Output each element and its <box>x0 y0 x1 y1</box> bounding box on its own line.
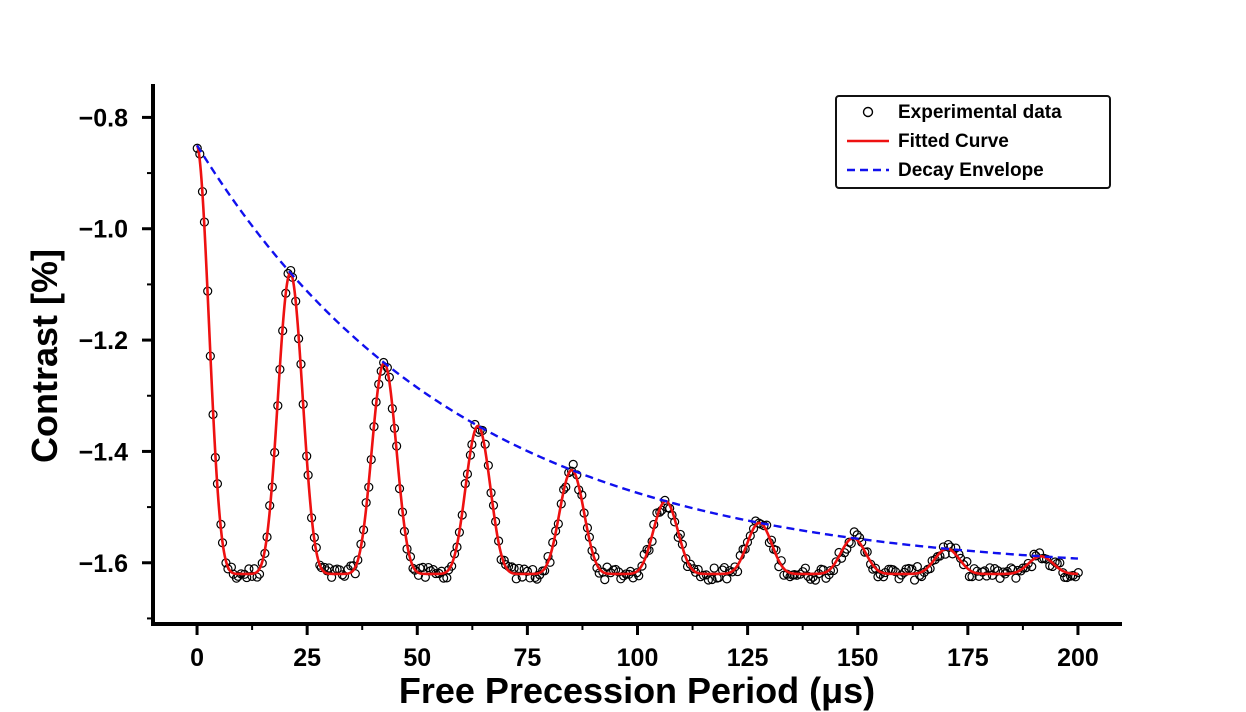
data-point <box>707 574 717 585</box>
legend-marker-experimental <box>862 106 874 118</box>
data-point <box>233 571 243 581</box>
data-point <box>634 571 644 581</box>
data-point <box>982 571 992 581</box>
lines-layer <box>195 144 1079 576</box>
data-point <box>709 563 719 573</box>
data-point <box>618 571 629 581</box>
data-point <box>987 570 997 580</box>
legend: Experimental data Fitted Curve Decay Envel… <box>835 95 1111 189</box>
data-point <box>912 562 922 572</box>
legend-label: Fitted Curve <box>898 131 1009 152</box>
data-point <box>998 567 1008 577</box>
data-point <box>849 527 859 537</box>
x-tick-label: 200 <box>1057 644 1099 672</box>
data-point <box>1011 573 1021 583</box>
legend-box <box>835 95 1111 189</box>
legend-label: Experimental data <box>898 102 1062 123</box>
data-point <box>192 143 202 153</box>
data-point <box>507 562 517 572</box>
x-axis-title: Free Precession Period (μs) <box>399 670 875 711</box>
y-tick-label: −1.0 <box>79 216 128 244</box>
data-point <box>600 574 610 585</box>
data-point <box>1018 563 1028 573</box>
data-point <box>873 572 883 582</box>
y-tick-label: −1.2 <box>79 327 128 355</box>
data-point <box>1027 562 1037 572</box>
data-point <box>964 571 974 582</box>
data-point <box>418 562 428 572</box>
x-tick-label: 25 <box>293 644 321 672</box>
data-point <box>909 575 920 585</box>
y-tick-label: −1.6 <box>79 550 128 578</box>
data-point <box>719 562 729 573</box>
x-tick-label: 50 <box>403 644 431 672</box>
y-tick-label: −0.8 <box>79 104 128 132</box>
data-point <box>722 574 732 584</box>
x-tick-label: 75 <box>513 644 541 672</box>
data-points-layer <box>192 143 1083 585</box>
data-point <box>803 571 813 581</box>
fitted-curve-line <box>195 144 1078 576</box>
data-point <box>870 563 881 573</box>
y-axis-title: Contrast [%] <box>24 249 65 463</box>
data-point <box>800 563 810 573</box>
data-point <box>904 563 914 574</box>
legend-label: Decay Envelope <box>898 160 1044 181</box>
data-point <box>339 571 350 581</box>
data-point <box>958 560 969 570</box>
x-tick-label: 125 <box>727 644 769 672</box>
x-tick-label: 100 <box>617 644 659 672</box>
data-point <box>730 562 740 572</box>
x-tick-label: 175 <box>947 644 989 672</box>
data-point <box>703 575 714 585</box>
x-tick-label: 0 <box>190 644 204 672</box>
decay-envelope-line <box>196 144 1079 560</box>
data-point <box>514 563 524 574</box>
data-point <box>637 561 647 571</box>
axes-layer: 0 25 50 75 100 125 150 175 200 −0.8 −1.0 −1.2 −1.4 −1… <box>24 84 1122 711</box>
data-point <box>1055 558 1065 568</box>
data-point <box>806 574 816 584</box>
y-tick-label: −1.4 <box>79 438 128 466</box>
data-point <box>568 459 578 469</box>
x-tick-label: 150 <box>837 644 879 672</box>
data-point <box>413 570 424 580</box>
data-point <box>528 564 538 575</box>
